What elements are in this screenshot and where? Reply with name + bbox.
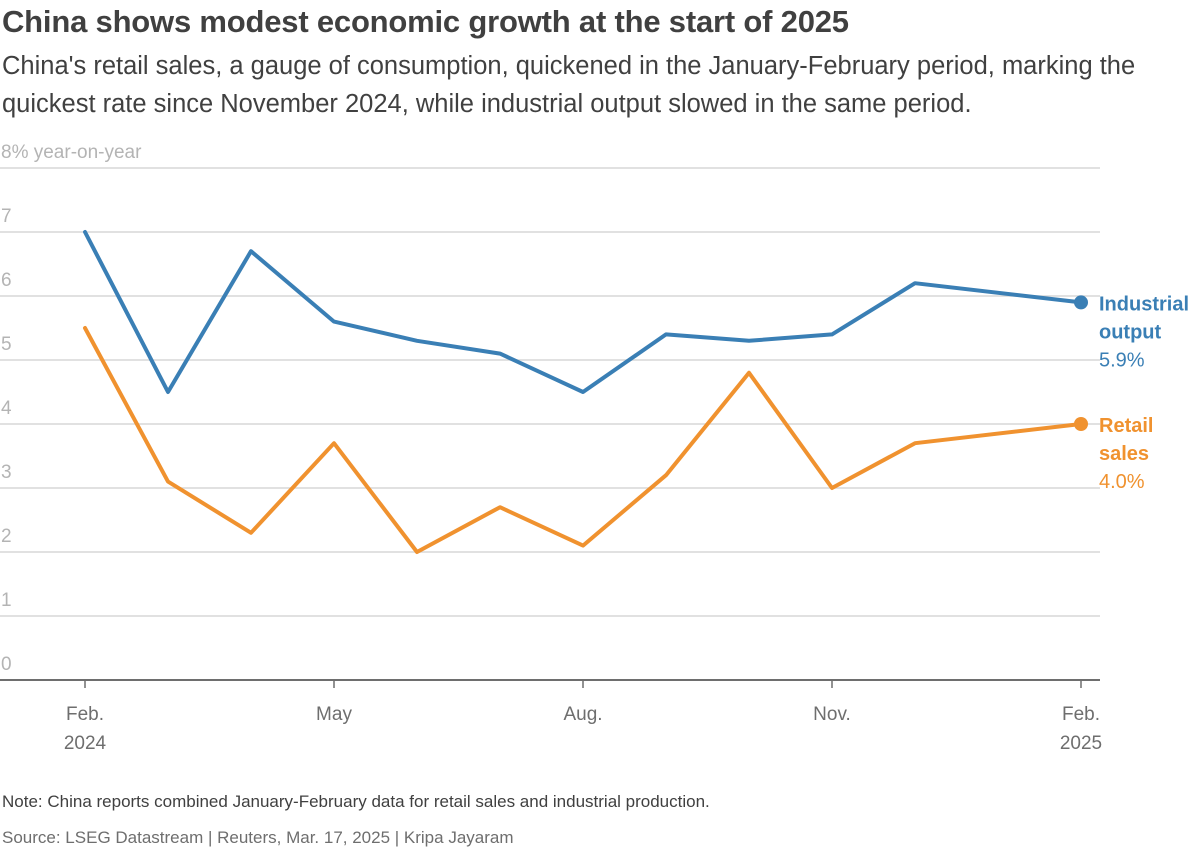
y-tick-label: 5: [1, 334, 12, 355]
x-tick-label: Feb. 2024: [64, 704, 107, 754]
x-tick-label-line: 2024: [64, 733, 107, 754]
x-tick-label-line: Feb.: [1062, 704, 1100, 725]
chart-note: Note: China reports combined January-Feb…: [2, 792, 710, 811]
x-tick-label-line: Aug.: [563, 704, 602, 725]
series-end-value: 5.9%: [1099, 349, 1145, 371]
x-tick-label: Aug.: [563, 704, 602, 725]
y-tick-label: 3: [1, 462, 12, 483]
y-axis-label: 8% year-on-year: [1, 142, 142, 163]
series-end-value: 4.0%: [1099, 471, 1145, 493]
x-axis: Feb. 2024 May Aug. Nov. Feb. 2025: [0, 679, 1102, 754]
y-tick-label: 4: [1, 398, 12, 419]
series-end-marker: [1074, 417, 1088, 431]
line-chart: 0 1 2 3 4 5 6 7 8% year-on-year Feb. 2024 May Aug.…: [0, 142, 1189, 754]
series-label-line: output: [1099, 321, 1162, 343]
series-end-marker: [1074, 295, 1088, 310]
series-line-1: [83, 326, 1083, 554]
x-tick-label: May: [316, 704, 352, 725]
chart-title: China shows modest economic growth at th…: [2, 4, 849, 39]
x-tick-label: Feb. 2025: [1060, 704, 1102, 754]
grid-lines: [0, 167, 1100, 617]
y-tick-label: 6: [1, 270, 12, 291]
series-label-line: Retail: [1099, 415, 1153, 437]
x-tick-label-line: Nov.: [813, 704, 851, 725]
y-tick-label: 2: [1, 526, 12, 547]
x-tick-label-line: May: [316, 704, 352, 725]
y-tick-label: 0: [1, 654, 12, 675]
chart-source: Source: LSEG Datastream | Reuters, Mar. …: [2, 828, 514, 847]
series-line-0: [83, 230, 1083, 394]
series-label-line: sales: [1099, 443, 1149, 465]
series-label-line: Industrial: [1099, 293, 1189, 315]
x-tick-label: Nov.: [813, 704, 851, 725]
x-tick-label-line: Feb.: [66, 704, 104, 725]
y-tick-label: 1: [1, 590, 12, 611]
y-axis-ticks: 0 1 2 3 4 5 6 7: [1, 206, 12, 675]
y-tick-label: 7: [1, 206, 12, 227]
series-group: Industrial output 5.9% Retail sales 4.0%: [83, 230, 1189, 554]
x-tick-label-line: 2025: [1060, 733, 1102, 754]
chart-subtitle: China's retail sales, a gauge of consump…: [2, 52, 1136, 118]
